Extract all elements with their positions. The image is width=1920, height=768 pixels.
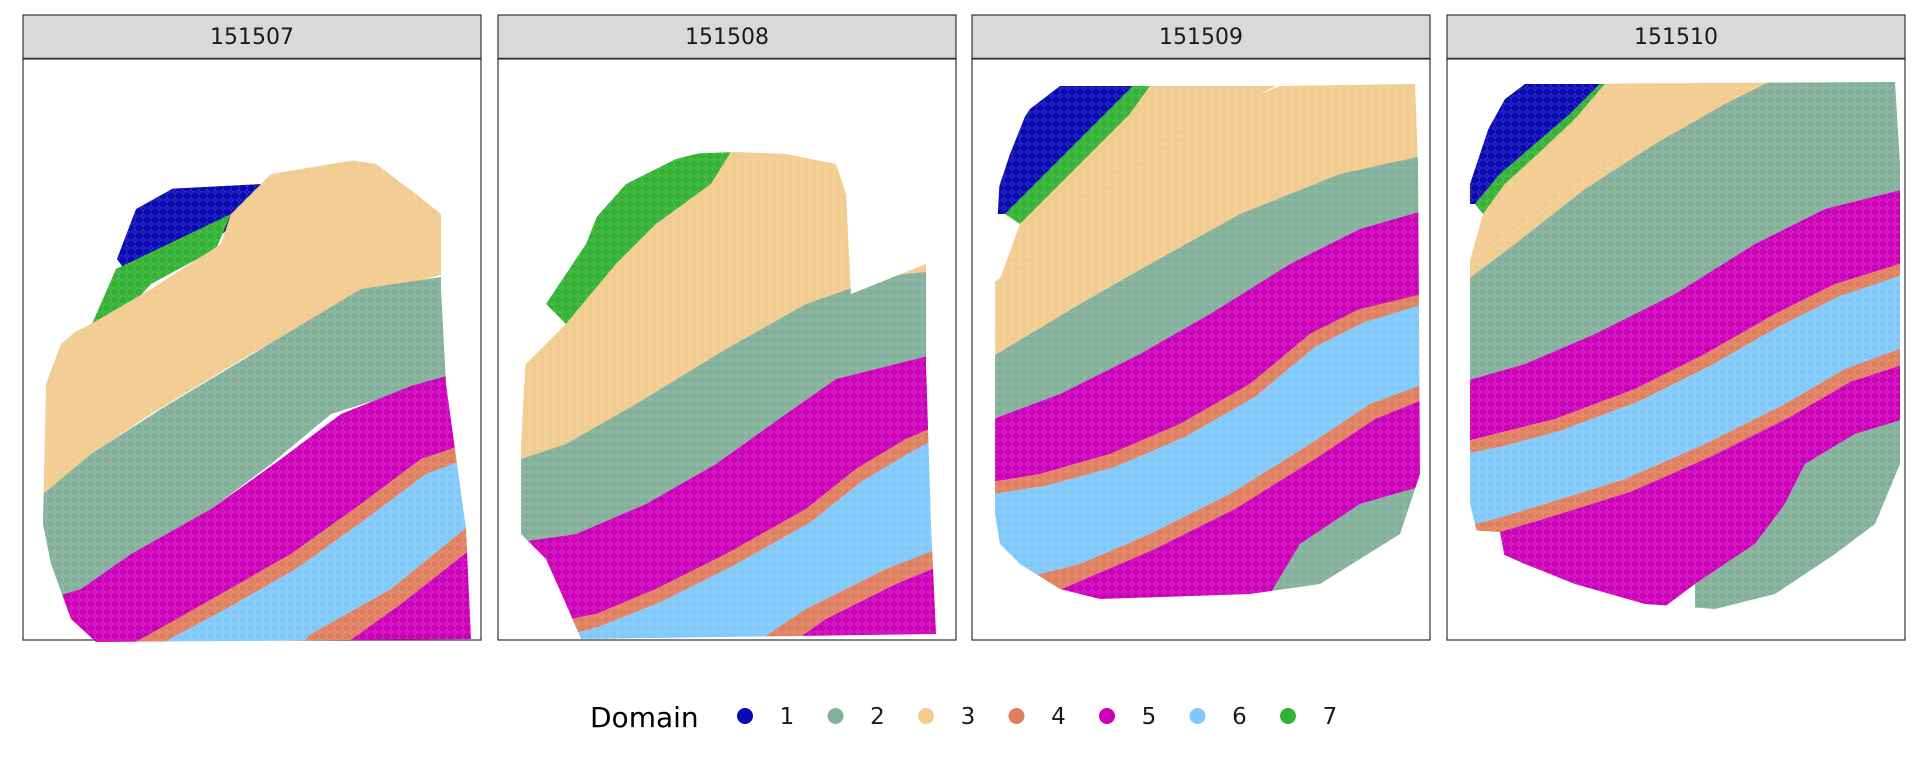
tissue-spots — [1470, 82, 1900, 609]
legend-key-dot — [827, 708, 844, 724]
legend-label: 4 — [1051, 704, 1066, 730]
spot-texture — [1470, 82, 1900, 609]
legend-label: 3 — [961, 704, 976, 730]
facet-title: 151510 — [1634, 25, 1718, 50]
legend-label: 5 — [1142, 704, 1157, 730]
legend-item-6: 6 — [1189, 704, 1247, 730]
facet-panel-4: 151510 — [1446, 14, 1906, 641]
legend-item-2: 2 — [827, 704, 885, 730]
facet-panel-1: 151507 — [22, 14, 482, 642]
legend-item-5: 5 — [1099, 704, 1156, 730]
tissue-spots — [995, 84, 1420, 599]
legend: Domain 1 2 3 4 5 6 7 — [590, 701, 1337, 734]
legend-title: Domain — [590, 701, 699, 734]
tissue-spots — [43, 157, 471, 642]
legend-key-dot — [1189, 708, 1206, 724]
legend-key-dot — [918, 708, 934, 724]
facet-strip — [1446, 14, 1906, 60]
legend-key-dot — [1008, 708, 1025, 724]
facet-panel-2: 151508 — [497, 14, 957, 641]
legend-item-7: 7 — [1280, 704, 1337, 730]
legend-item-4: 4 — [1008, 704, 1066, 730]
legend-label: 6 — [1232, 704, 1247, 730]
legend-item-1: 1 — [737, 704, 794, 730]
legend-key-dot — [1280, 708, 1296, 724]
legend-items: 1 2 3 4 5 6 7 — [737, 704, 1337, 730]
legend-key-dot — [737, 708, 753, 724]
facet-panels: 151507 151508 151509 151510 — [22, 14, 1906, 642]
facet-title: 151507 — [210, 25, 294, 50]
spot-texture — [43, 157, 471, 642]
legend-label: 7 — [1323, 704, 1338, 730]
facet-panel-3: 151509 — [971, 14, 1431, 641]
facet-strip — [22, 14, 482, 60]
facet-title: 151509 — [1159, 25, 1243, 50]
spot-texture — [521, 152, 936, 639]
facet-title: 151508 — [685, 25, 769, 50]
legend-label: 1 — [780, 704, 795, 730]
legend-key-dot — [1099, 708, 1115, 724]
spot-texture — [995, 84, 1420, 599]
facet-strip — [497, 14, 957, 60]
tissue-spots — [521, 152, 936, 639]
legend-item-3: 3 — [918, 704, 975, 730]
legend-label: 2 — [870, 704, 885, 730]
